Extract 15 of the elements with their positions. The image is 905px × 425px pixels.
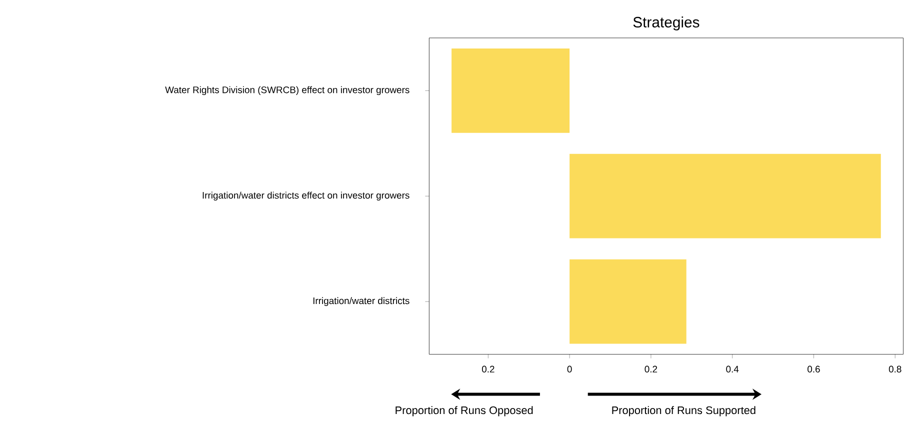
y-tick-label: Irrigation/water districts: [313, 297, 410, 306]
bar: [570, 259, 686, 344]
x-tick-label: 0.2: [644, 366, 658, 372]
y-tick-label: Water Rights Division (SWRCB) effect on investor growers: [165, 86, 410, 95]
x-tick-label: 0: [567, 366, 572, 372]
text: Proportion of Runs Supported: [612, 406, 756, 416]
x-tick-label: 0.8: [888, 366, 902, 372]
bar: [570, 154, 881, 238]
x-tick-label: 0.4: [726, 366, 739, 372]
chart-title: Strategies: [633, 16, 700, 30]
text: Proportion of Runs Opposed: [396, 406, 533, 416]
x-tick-label: 0.6: [808, 366, 820, 372]
x-tick-label: 0.2: [482, 366, 494, 372]
bar: [452, 48, 570, 133]
y-tick-label: Irrigation/water districts effect on investor growers: [202, 192, 410, 200]
